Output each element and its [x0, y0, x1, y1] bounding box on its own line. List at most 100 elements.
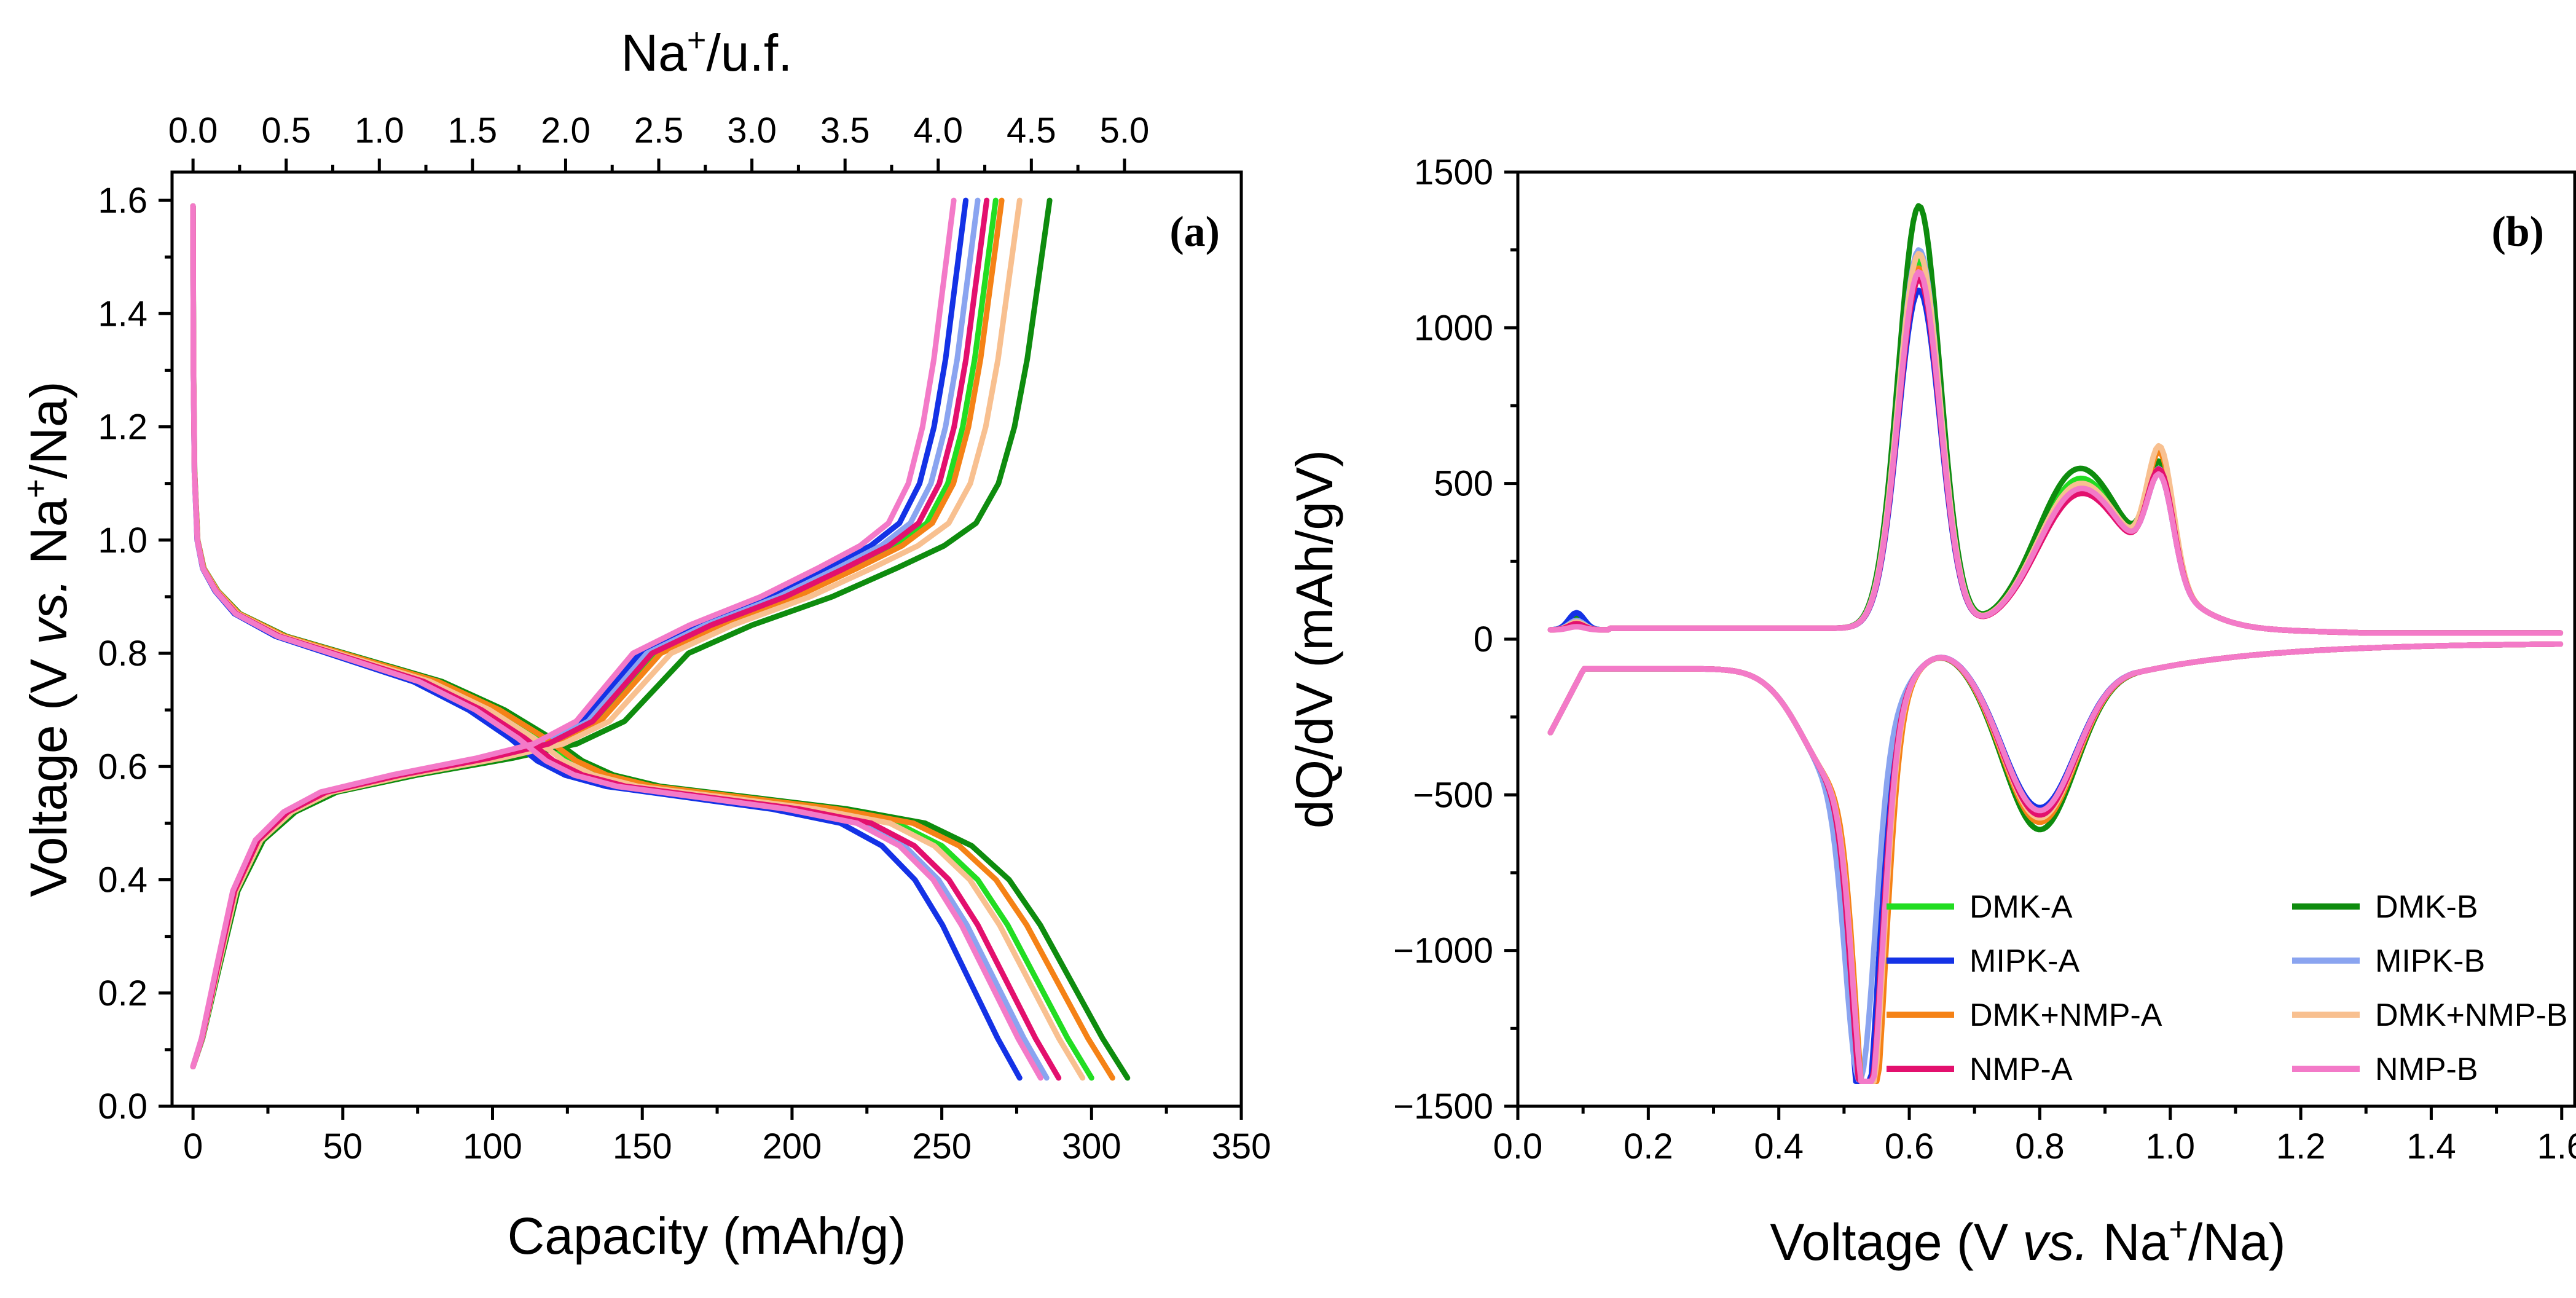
a-charge-line-nmp-b — [190, 197, 957, 1069]
a-charge-line-dmk-a — [190, 197, 999, 1069]
b-xtick-label: 0.4 — [1754, 1127, 1804, 1166]
a-discharge-line-mipk-a — [190, 203, 1023, 1081]
a-charge-line-mipk-a — [190, 197, 969, 1069]
b-ytick-label: −1000 — [1393, 931, 1493, 971]
a-charge-line-mipk-b — [190, 197, 981, 1069]
b-charge-line-nmp-a — [1547, 277, 2564, 636]
a-discharge-line-dmk-a — [190, 203, 1094, 1081]
b-ytick-label: −1500 — [1393, 1087, 1493, 1127]
a-toptick-label: 2.5 — [634, 111, 684, 151]
a-charge-line-dmk-nmp-a — [190, 197, 1005, 1069]
legend-label: DMK+NMP-B — [2375, 997, 2567, 1033]
b-charge-line-nmp-b — [1547, 269, 2564, 636]
legend-item: DMK+NMP-B — [2292, 997, 2567, 1033]
a-toptick-label: 0.0 — [168, 111, 218, 151]
panel-b-left-ticks: −1500 −1000 −500 0 500 1000 1500 — [1393, 152, 1518, 1127]
a-ytick-label: 1.6 — [98, 181, 147, 221]
a-ytick-label: 1.2 — [98, 407, 147, 447]
panel-b-legend: DMK-A DMK-B MIPK-A MIPK-B DMK+NMP-A DMK+NMP-B… — [1887, 889, 2567, 1087]
a-ytick-label: 0.0 — [98, 1087, 147, 1127]
a-discharge-line-mipk-b — [190, 203, 1050, 1081]
a-ylabel-vs: vs. — [20, 578, 77, 644]
panel-b-tag: (b) — [2491, 208, 2544, 256]
a-xtick-label: 300 — [1062, 1127, 1121, 1166]
a-ytick-label: 1.4 — [98, 294, 147, 334]
b-charge-line-dmk-a — [1547, 258, 2564, 636]
b-xlabel-vs: vs. — [2022, 1213, 2088, 1271]
a-xtick-label: 350 — [1212, 1127, 1271, 1166]
a-ytick-label: 0.8 — [98, 634, 147, 674]
legend-item: MIPK-B — [2292, 943, 2485, 979]
a-ylabel-plus: + — [17, 479, 54, 498]
panel-a-top-axis-title: Na+/u.f. — [621, 22, 792, 82]
panel-a-x-axis-title: Capacity (mAh/g) — [508, 1207, 906, 1265]
b-xlabel-part-0: Voltage (V — [1770, 1213, 2022, 1271]
a-ylabel-part-0: Voltage (V — [20, 645, 77, 897]
a-ylabel-unit: /Na) — [20, 381, 77, 479]
a-charge-line-dmk-b — [190, 197, 1053, 1069]
b-xlabel-na: Na — [2089, 1213, 2169, 1271]
a-toptick-label: 0.5 — [261, 111, 311, 151]
panel-b-bottom-ticks: 0.0 0.2 0.4 0.6 0.8 1.0 1.2 1.4 1.6 — [1493, 1106, 2576, 1166]
panel-a-top-ticks: 0.0 0.5 1.0 1.5 2.0 2.5 3.0 3.5 4.0 4.5 5.0 — [168, 111, 1149, 172]
a-xtick-label: 0 — [183, 1127, 203, 1166]
legend-label: MIPK-A — [1969, 943, 2079, 979]
b-xlabel-unit: /Na) — [2188, 1213, 2286, 1271]
panel-a-series-lines — [190, 197, 1131, 1081]
a-toptick-label: 3.5 — [820, 111, 870, 151]
b-xtick-label: 0.2 — [1624, 1127, 1673, 1166]
b-xtick-label: 0.8 — [2015, 1127, 2065, 1166]
panel-a-left-ticks: 0.0 0.2 0.4 0.6 0.8 1.0 1.2 1.4 1.6 — [98, 181, 172, 1127]
a-toptick-label: 2.0 — [541, 111, 591, 151]
a-xtick-label: 50 — [323, 1127, 363, 1166]
a-toptick-label: 1.0 — [355, 111, 404, 151]
a-xtick-label: 150 — [613, 1127, 672, 1166]
legend-label: DMK-A — [1969, 889, 2073, 925]
b-charge-line-dmk-b — [1547, 203, 2564, 636]
b-charge-line-dmk-nmp-a — [1547, 266, 2564, 636]
legend-item: NMP-A — [1887, 1052, 2073, 1087]
b-ytick-label: 0 — [1474, 620, 1493, 659]
b-xtick-label: 1.4 — [2406, 1127, 2456, 1166]
a-ytick-label: 0.4 — [98, 860, 147, 900]
top-title-unit: /u.f. — [706, 24, 792, 82]
a-toptick-label: 3.0 — [727, 111, 777, 151]
top-title-plus: + — [687, 22, 707, 58]
a-ytick-label: 1.0 — [98, 521, 147, 560]
b-ytick-label: 1500 — [1414, 152, 1493, 192]
a-toptick-label: 4.5 — [1007, 111, 1056, 151]
a-toptick-label: 4.0 — [913, 111, 963, 151]
b-ytick-label: 1000 — [1414, 308, 1493, 348]
a-ytick-label: 0.6 — [98, 747, 147, 787]
b-ytick-label: −500 — [1413, 775, 1493, 815]
a-toptick-label: 1.5 — [448, 111, 498, 151]
legend-label: NMP-A — [1969, 1052, 2073, 1087]
b-xtick-label: 1.0 — [2145, 1127, 2195, 1166]
panel-a-bottom-ticks: 0 50 100 150 200 250 300 350 — [183, 1106, 1271, 1166]
panel-b-series-lines — [1547, 203, 2564, 1084]
b-xtick-label: 1.2 — [2276, 1127, 2326, 1166]
legend-item: DMK+NMP-A — [1887, 997, 2162, 1033]
a-charge-line-nmp-a — [190, 197, 990, 1069]
panel-a-voltage-capacity: 0 50 100 150 200 250 300 350 0.0 0.2 0.4 0.6 0.8 1.0… — [17, 22, 1271, 1265]
legend-item: NMP-B — [2292, 1052, 2478, 1087]
b-discharge-line-nmp-b — [1547, 641, 2564, 1084]
a-ylabel-na: Na — [20, 498, 77, 578]
panel-a-tag: (a) — [1169, 208, 1220, 256]
a-ytick-label: 0.2 — [98, 974, 147, 1013]
panel-b-x-axis-title: Voltage (V vs. Na+/Na) — [1770, 1211, 2285, 1271]
b-charge-line-dmk-nmp-b — [1547, 251, 2564, 636]
panel-a-y-axis-title: Voltage (V vs. Na+/Na) — [17, 381, 77, 897]
legend-item: MIPK-A — [1887, 943, 2079, 979]
legend-label: DMK-B — [2375, 889, 2478, 925]
legend-item: DMK-A — [1887, 889, 2073, 925]
a-xtick-label: 200 — [763, 1127, 822, 1166]
a-discharge-line-nmp-a — [190, 203, 1062, 1081]
panel-b-dqdv: 0.0 0.2 0.4 0.6 0.8 1.0 1.2 1.4 1.6 −1500 −1000 −5… — [1286, 152, 2576, 1271]
b-xlabel-plus: + — [2169, 1211, 2188, 1248]
legend-label: MIPK-B — [2375, 943, 2485, 979]
b-charge-line-mipk-a — [1547, 287, 2564, 636]
legend-label: DMK+NMP-A — [1969, 997, 2162, 1033]
b-xtick-label: 1.6 — [2537, 1127, 2576, 1166]
